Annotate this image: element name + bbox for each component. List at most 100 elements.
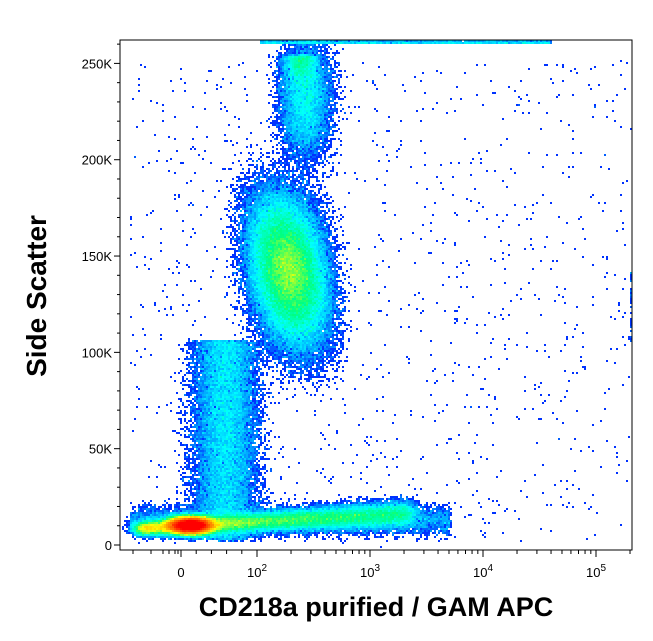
event-dot bbox=[300, 170, 302, 172]
event-dot bbox=[318, 248, 320, 250]
event-dot bbox=[282, 206, 284, 208]
event-dot bbox=[302, 180, 304, 182]
event-dot bbox=[286, 262, 288, 264]
event-dot bbox=[298, 214, 300, 216]
event-dot bbox=[254, 252, 256, 254]
event-dot bbox=[510, 40, 512, 42]
event-dot bbox=[506, 186, 508, 188]
event-dot bbox=[236, 198, 238, 200]
event-dot bbox=[280, 72, 282, 74]
event-dot bbox=[254, 218, 256, 220]
event-dot bbox=[276, 268, 278, 270]
event-dot bbox=[318, 254, 320, 256]
event-dot bbox=[346, 242, 348, 244]
event-dot bbox=[272, 164, 274, 166]
event-dot bbox=[304, 66, 306, 68]
event-dot bbox=[252, 260, 254, 262]
event-dot bbox=[316, 210, 318, 212]
event-dot bbox=[328, 232, 330, 234]
event-dot bbox=[330, 234, 332, 236]
event-dot bbox=[278, 194, 280, 196]
event-dot bbox=[264, 224, 266, 226]
event-dot bbox=[310, 156, 312, 158]
event-dot bbox=[256, 210, 258, 212]
event-dot bbox=[282, 124, 284, 126]
event-dot bbox=[258, 198, 260, 200]
event-dot bbox=[242, 222, 244, 224]
event-dot bbox=[242, 250, 244, 252]
event-dot bbox=[342, 254, 344, 256]
event-dot bbox=[332, 168, 334, 170]
event-dot bbox=[274, 198, 276, 200]
event-dot bbox=[286, 272, 288, 274]
event-dot bbox=[306, 248, 308, 250]
event-dot bbox=[350, 42, 352, 44]
event-dot bbox=[446, 42, 448, 44]
event-dot bbox=[312, 218, 314, 220]
event-dot bbox=[326, 130, 328, 132]
event-dot bbox=[236, 206, 238, 208]
event-dot bbox=[328, 100, 330, 102]
event-dot bbox=[298, 112, 300, 114]
event-dot bbox=[318, 132, 320, 134]
event-dot bbox=[260, 206, 262, 208]
event-dot bbox=[282, 234, 284, 236]
event-dot bbox=[382, 42, 384, 44]
event-dot bbox=[282, 40, 284, 42]
event-dot bbox=[316, 194, 318, 196]
event-dot bbox=[300, 134, 302, 136]
event-dot bbox=[296, 212, 298, 214]
event-dot bbox=[264, 170, 266, 172]
event-dot bbox=[490, 40, 492, 42]
event-dot bbox=[258, 202, 260, 204]
event-dot bbox=[340, 262, 342, 264]
event-dot bbox=[166, 160, 168, 162]
event-dot bbox=[266, 272, 268, 274]
event-dot bbox=[264, 274, 266, 276]
event-dot bbox=[286, 276, 288, 278]
event-dot bbox=[250, 218, 252, 220]
event-dot bbox=[274, 108, 276, 110]
event-dot bbox=[316, 150, 318, 152]
event-dot bbox=[322, 84, 324, 86]
event-dot bbox=[262, 206, 264, 208]
event-dot bbox=[358, 40, 360, 42]
event-dot bbox=[288, 72, 290, 74]
event-dot bbox=[276, 212, 278, 214]
event-dot bbox=[254, 250, 256, 252]
event-dot bbox=[332, 264, 334, 266]
event-dot bbox=[562, 172, 564, 174]
event-dot bbox=[276, 210, 278, 212]
event-dot bbox=[458, 40, 460, 42]
event-dot bbox=[338, 74, 340, 76]
event-dot bbox=[266, 244, 268, 246]
event-dot bbox=[244, 232, 246, 234]
event-dot bbox=[566, 222, 568, 224]
event-dot bbox=[230, 192, 232, 194]
event-dot bbox=[244, 276, 246, 278]
event-dot bbox=[238, 204, 240, 206]
event-dot bbox=[294, 170, 296, 172]
event-dot bbox=[280, 120, 282, 122]
event-dot bbox=[324, 92, 326, 94]
event-dot bbox=[294, 184, 296, 186]
event-dot bbox=[296, 144, 298, 146]
event-dot bbox=[340, 140, 342, 142]
event-dot bbox=[254, 260, 256, 262]
event-dot bbox=[192, 228, 194, 230]
event-dot bbox=[250, 208, 252, 210]
event-dot bbox=[276, 62, 278, 64]
event-dot bbox=[336, 244, 338, 246]
event-dot bbox=[280, 274, 282, 276]
event-dot bbox=[318, 58, 320, 60]
event-dot bbox=[286, 222, 288, 224]
event-dot bbox=[314, 100, 316, 102]
event-dot bbox=[312, 186, 314, 188]
event-dot bbox=[310, 82, 312, 84]
event-dot bbox=[324, 120, 326, 122]
event-dot bbox=[264, 186, 266, 188]
event-dot bbox=[296, 208, 298, 210]
event-dot bbox=[258, 178, 260, 180]
event-dot bbox=[206, 206, 208, 208]
event-dot bbox=[328, 120, 330, 122]
